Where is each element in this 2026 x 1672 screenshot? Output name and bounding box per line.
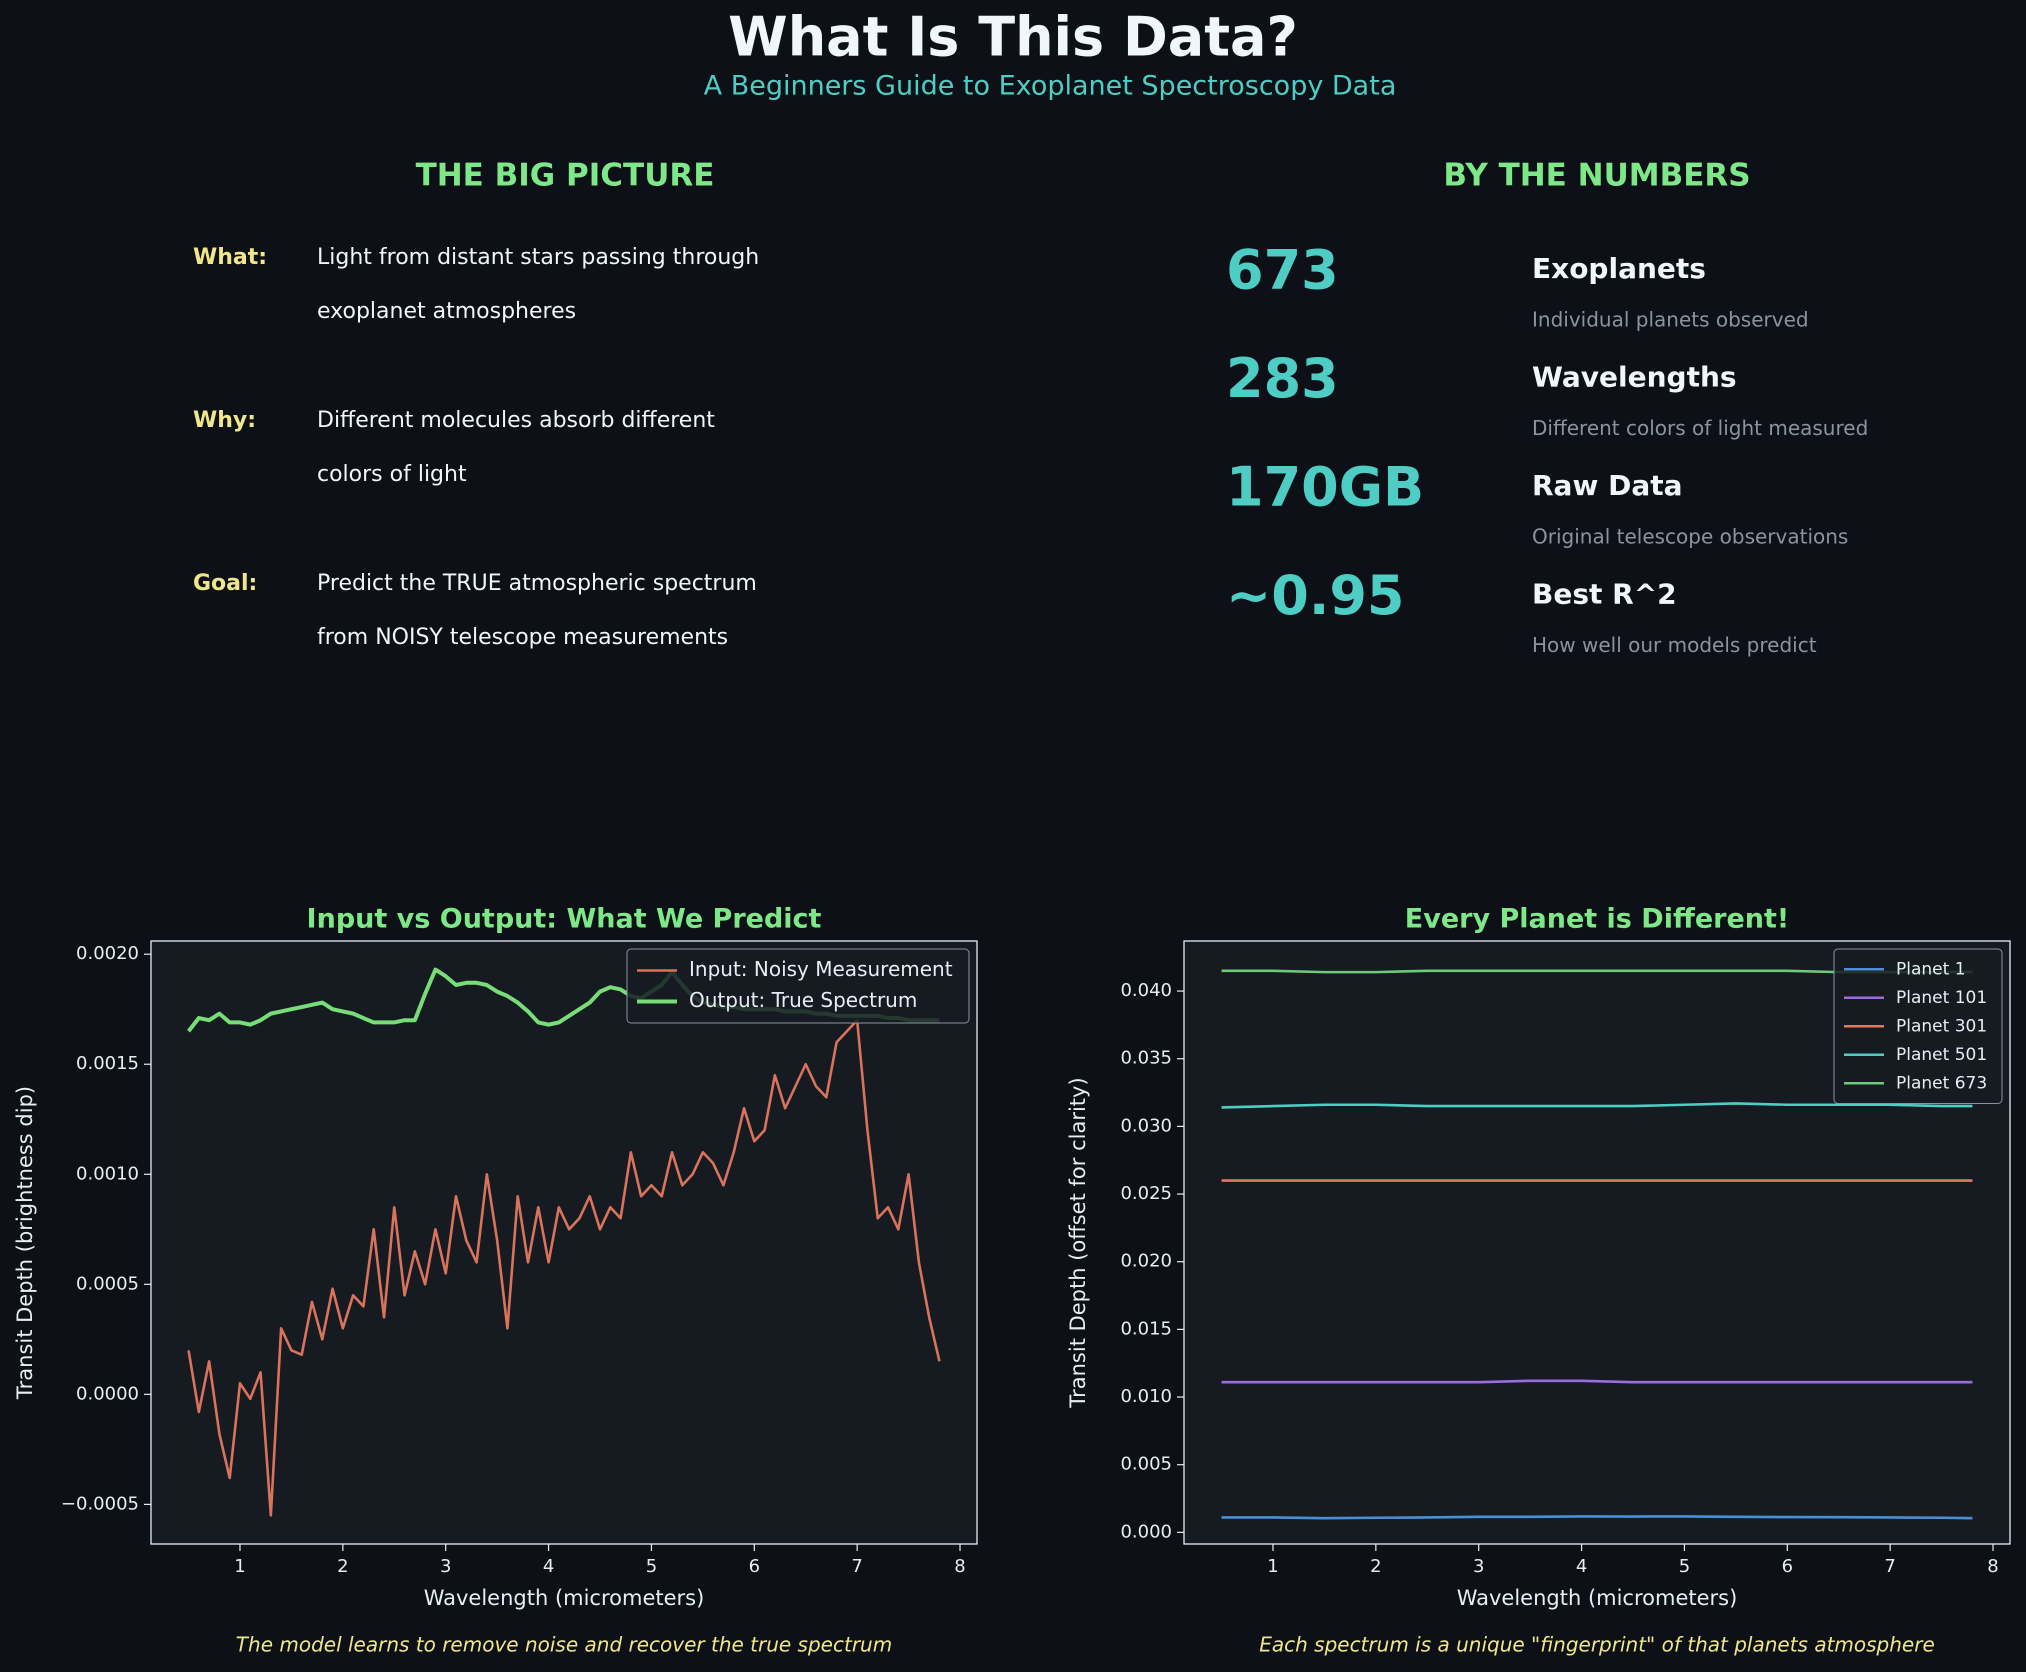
section-title: THE BIG PICTURE [416, 158, 715, 194]
x-tick-label: 7 [1884, 1556, 1895, 1577]
y-tick-label: −0.0005 [61, 1493, 139, 1514]
legend-box [626, 948, 970, 1024]
y-tick-label: 0.020 [1120, 1251, 1172, 1272]
stat-description: How well our models predict [1532, 633, 1817, 657]
y-tick-label: 0.0010 [76, 1163, 139, 1184]
series-line [187, 1018, 941, 1517]
legend-label: Planet 301 [1896, 1016, 1987, 1036]
chart-title: Input vs Output: What We Predict [307, 904, 822, 935]
x-tick-label: 8 [954, 1556, 965, 1577]
x-tick-label: 2 [1370, 1556, 1381, 1577]
item-text: Predict the TRUE atmospheric spectrum [317, 571, 757, 596]
legend-label: Planet 673 [1896, 1073, 1987, 1093]
x-tick-label: 3 [1473, 1556, 1484, 1577]
x-tick-label: 6 [1782, 1556, 1793, 1577]
y-tick-label: 0.015 [1120, 1318, 1172, 1339]
y-tick-label: 0.025 [1120, 1183, 1172, 1204]
x-tick-label: 6 [749, 1556, 760, 1577]
x-tick-label: 4 [1576, 1556, 1587, 1577]
item-text: from NOISY telescope measurements [317, 625, 728, 650]
plot-area [151, 941, 977, 1544]
chart-caption: Each spectrum is a unique "fingerprint" … [1259, 1633, 1935, 1657]
x-tick-label: 5 [646, 1556, 657, 1577]
legend-label: Planet 101 [1896, 988, 1987, 1008]
legend-label: Planet 501 [1896, 1045, 1987, 1065]
y-tick-label: 0.035 [1120, 1048, 1172, 1069]
x-tick-label: 2 [337, 1556, 348, 1577]
y-axis-label: Transit Depth (brightness dip) [13, 1086, 37, 1400]
stat-value: 170GB [1226, 456, 1424, 519]
y-tick-label: 0.0020 [76, 943, 139, 964]
item-label: What: [193, 245, 267, 270]
y-tick-label: 0.0000 [76, 1383, 139, 1404]
x-tick-label: 4 [543, 1556, 554, 1577]
y-tick-label: 0.000 [1120, 1521, 1172, 1542]
x-axis-label: Wavelength (micrometers) [424, 1586, 705, 1610]
x-tick-label: 1 [234, 1556, 245, 1577]
x-tick-label: 7 [851, 1556, 862, 1577]
legend-label: Output: True Spectrum [689, 988, 917, 1012]
y-tick-label: 0.040 [1120, 980, 1172, 1001]
stat-description: Different colors of light measured [1532, 416, 1868, 440]
chart-caption: The model learns to remove noise and rec… [236, 1633, 892, 1657]
stat-label: Best R^2 [1532, 578, 1677, 611]
legend-box [1833, 948, 2003, 1104]
y-tick-label: 0.0005 [76, 1273, 139, 1294]
y-tick-label: 0.005 [1120, 1454, 1172, 1475]
y-tick-label: 0.030 [1120, 1115, 1172, 1136]
stat-value: 673 [1226, 239, 1339, 302]
x-tick-label: 1 [1267, 1556, 1278, 1577]
stat-value: 283 [1226, 347, 1339, 410]
y-axis-label: Transit Depth (offset for clarity) [1066, 1077, 1090, 1408]
page-title: What Is This Data? [728, 6, 1298, 69]
item-text: Different molecules absorb different [317, 408, 715, 433]
stat-description: Individual planets observed [1532, 308, 1809, 332]
legend-label: Input: Noisy Measurement [689, 957, 953, 981]
series-line [1221, 1102, 1973, 1109]
section-title: BY THE NUMBERS [1443, 158, 1750, 194]
chart-title: Every Planet is Different! [1405, 904, 1789, 935]
stat-description: Original telescope observations [1532, 525, 1848, 549]
item-label: Why: [193, 408, 256, 433]
x-axis-label: Wavelength (micrometers) [1457, 1586, 1738, 1610]
stat-label: Exoplanets [1532, 252, 1706, 285]
item-label: Goal: [193, 571, 257, 596]
x-tick-label: 8 [1987, 1556, 1998, 1577]
series-line [1221, 1379, 1973, 1384]
item-text: colors of light [317, 462, 467, 487]
y-tick-label: 0.010 [1120, 1386, 1172, 1407]
stat-label: Raw Data [1532, 469, 1683, 502]
x-tick-label: 3 [440, 1556, 451, 1577]
axes-frame [1183, 940, 2011, 1545]
series-line [1221, 1515, 1973, 1520]
stat-label: Wavelengths [1532, 361, 1737, 394]
axes-frame [150, 940, 978, 1545]
page-subtitle: A Beginners Guide to Exoplanet Spectrosc… [704, 71, 1397, 102]
x-tick-label: 5 [1679, 1556, 1690, 1577]
y-tick-label: 0.0015 [76, 1053, 139, 1074]
item-text: Light from distant stars passing through [317, 245, 759, 270]
legend-label: Planet 1 [1896, 959, 1966, 979]
item-text: exoplanet atmospheres [317, 299, 576, 324]
stat-value: ~0.95 [1226, 564, 1404, 627]
